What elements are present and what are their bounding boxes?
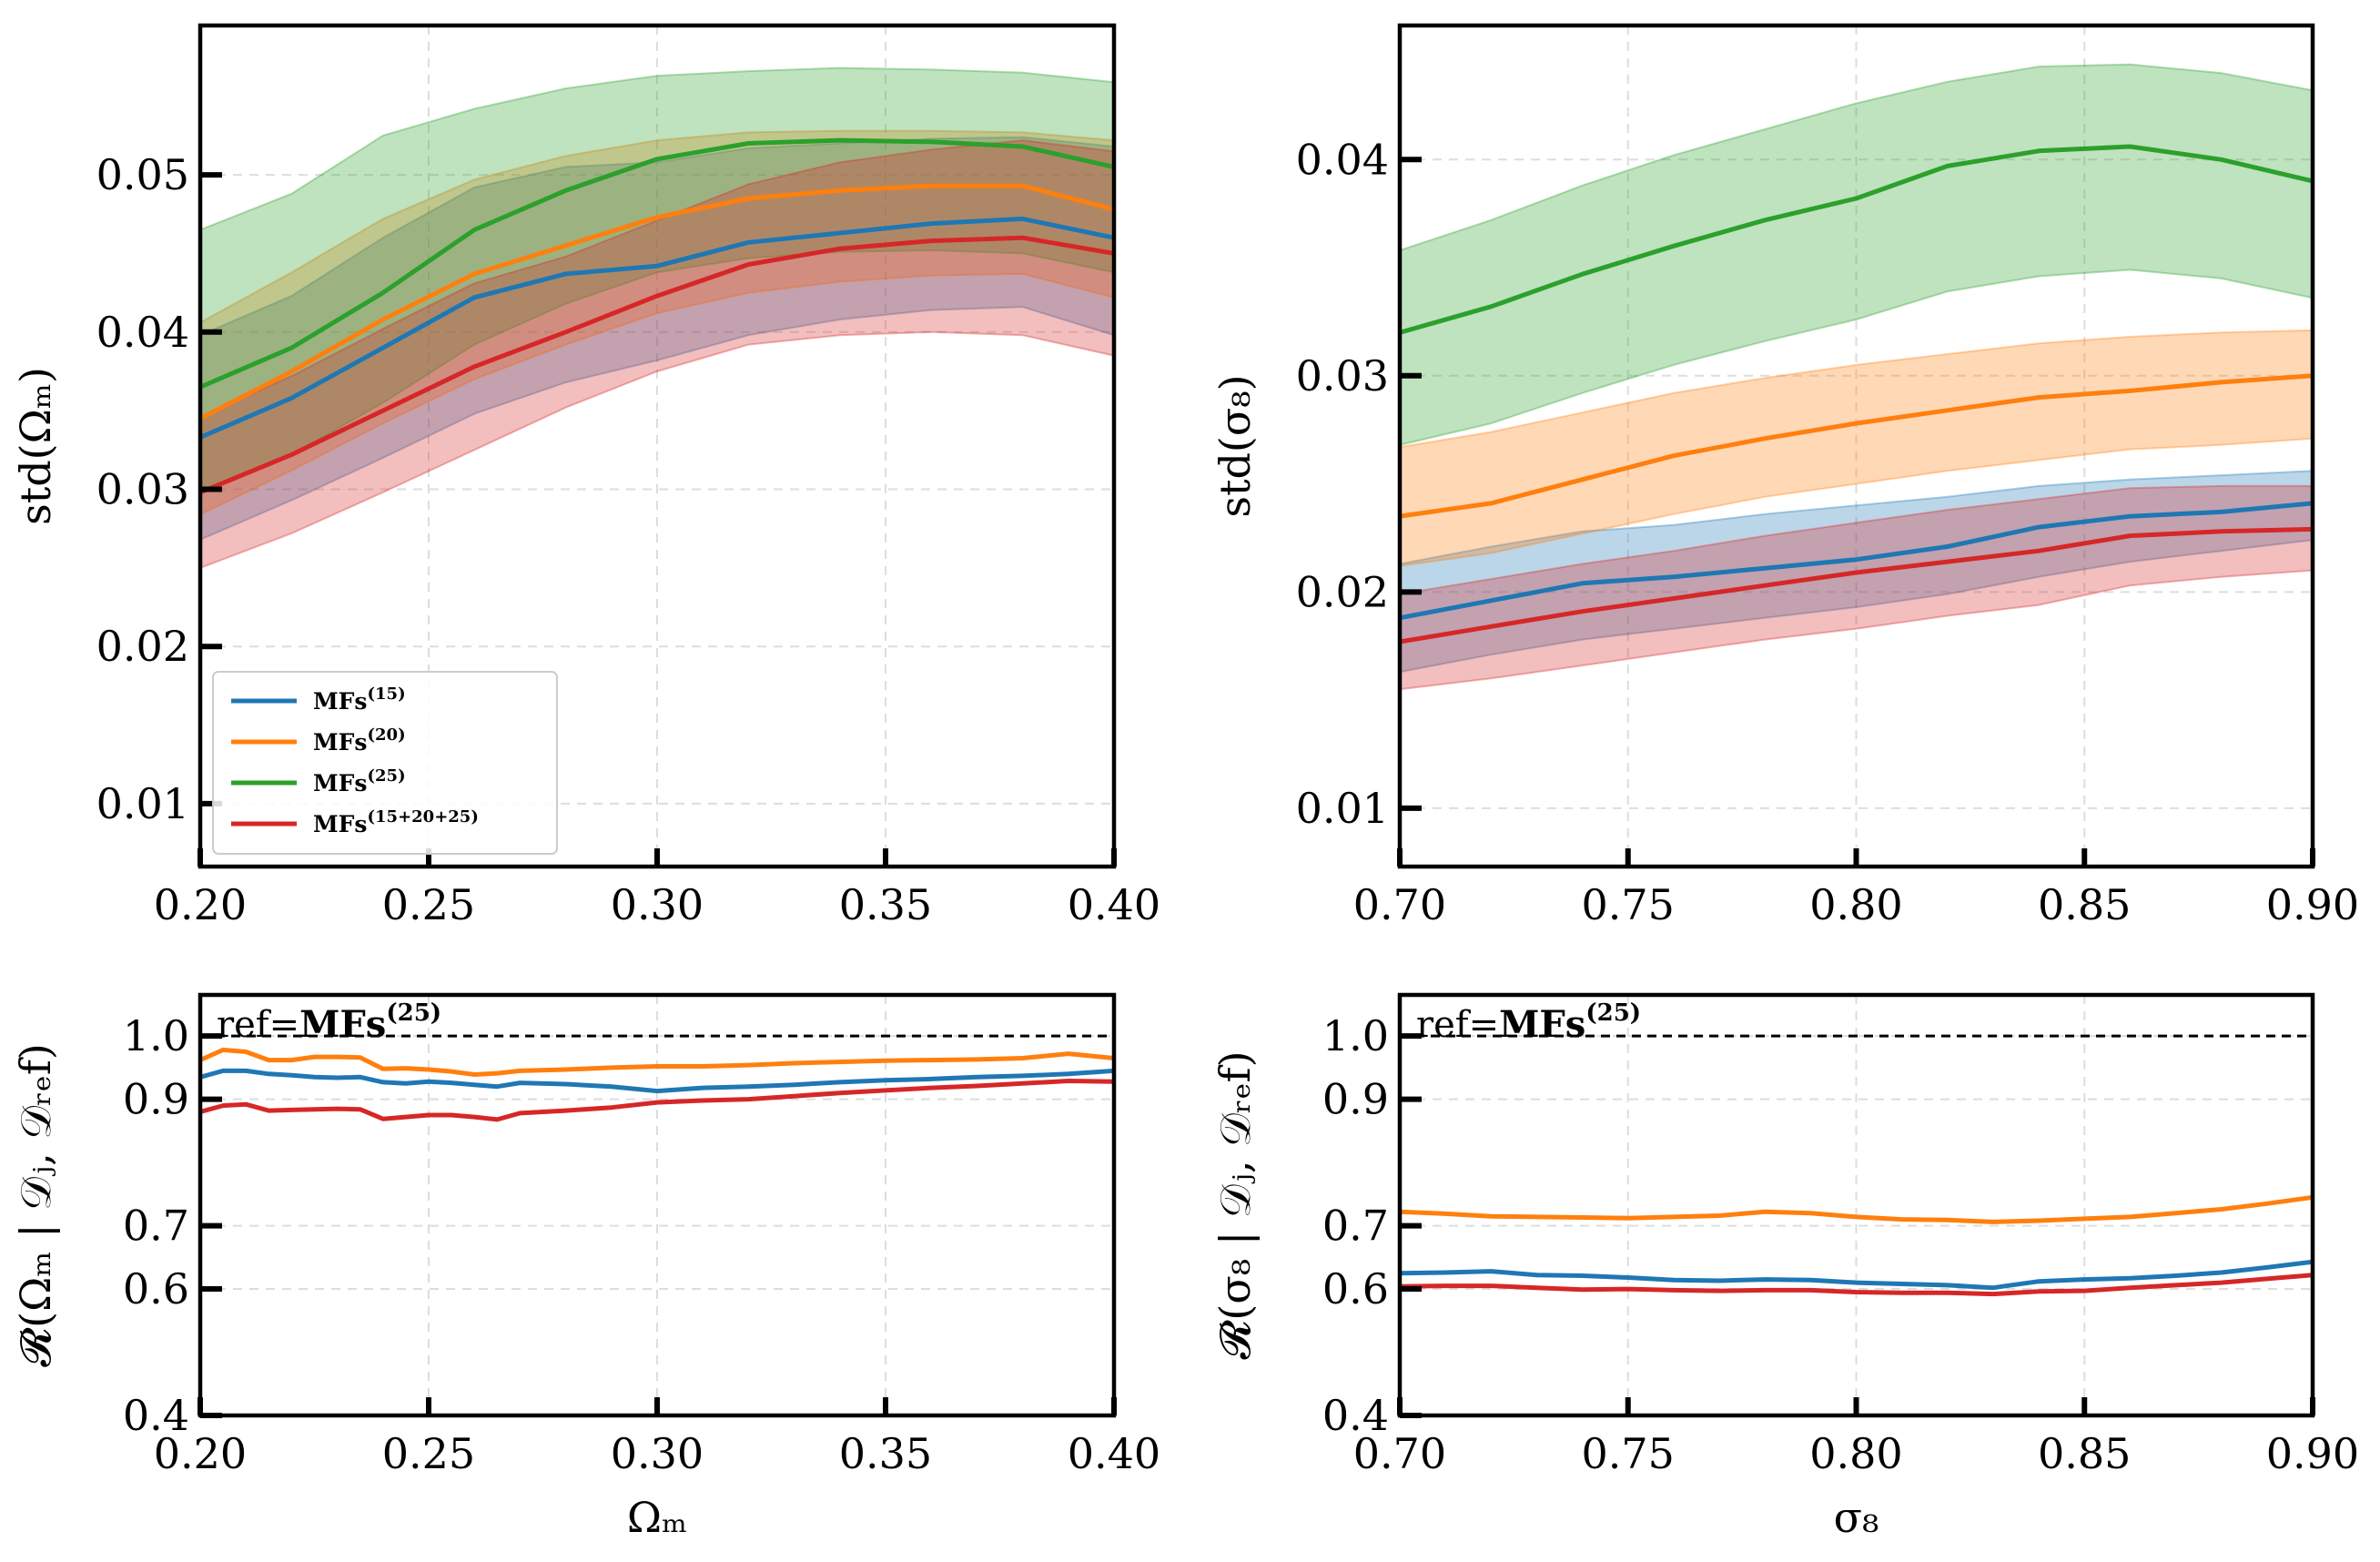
y-tick-label: 0.01 <box>96 779 189 828</box>
x-tick-label: 0.30 <box>611 1429 704 1478</box>
y-tick-label: 0.04 <box>1296 135 1389 184</box>
x-tick-label: 0.20 <box>154 1429 247 1478</box>
legend: MFs(15)MFs(20)MFs(25)MFs(15+20+25) <box>212 671 558 855</box>
x-axis-label: σ₈ <box>1834 1493 1879 1542</box>
x-tick-label: 0.90 <box>2266 880 2359 929</box>
y-tick-label: 0.02 <box>96 622 189 671</box>
series-line-mfs-20 <box>1400 373 2313 519</box>
panel-bottom-right-ratio-sigma8: 0.70 0.75 0.80 0.85 0.90 0.4 0.6 0.7 0.9 1.0 𝓡(σ₈ … <box>1210 992 2359 1542</box>
band-mfs-15 <box>200 136 1114 541</box>
y-tick-label: 0.9 <box>1322 1075 1389 1124</box>
x-tick-label: 0.70 <box>1353 1429 1446 1478</box>
x-tick-label: 0.85 <box>2038 1429 2131 1478</box>
y-tick-label: 1.0 <box>123 1011 189 1060</box>
reference-label: ref=MFs(25) <box>1416 999 1641 1046</box>
x-tick-label: 0.20 <box>154 880 247 929</box>
panel-top-right-std-sigma8: 0.70 0.75 0.80 0.85 0.90 0.01 0.02 0.03 0.04 std(… <box>1210 23 2359 929</box>
y-tick-label: 0.4 <box>123 1391 189 1440</box>
series-line-mfs-15 <box>1400 1259 2313 1291</box>
y-tick-label: 0.6 <box>123 1264 189 1314</box>
band-mfs-25 <box>200 66 1114 493</box>
axes-frame <box>1397 992 2315 1418</box>
x-tick-label: 0.80 <box>1809 1429 1902 1478</box>
x-tick-label: 0.80 <box>1809 880 1902 929</box>
series-line-mfs-15-20-25 <box>1400 526 2313 644</box>
series-line-mfs-25 <box>200 137 1114 390</box>
legend-box <box>212 671 558 855</box>
panel-bottom-left-ratio-omega-m: 0.20 0.25 0.30 0.35 0.40 0.4 0.6 0.7 0.9 1.0 𝓡(Ωₘ … <box>11 992 1160 1542</box>
band-mfs-25 <box>1400 63 2313 446</box>
panel-top-left-std-omega-m: 0.20 0.25 0.30 0.35 0.40 0.01 0.02 0.03 0.04 0.05… <box>11 23 1160 929</box>
y-tick-label: 0.02 <box>1296 567 1389 616</box>
y-axis-label: 𝓡(Ωₘ | 𝒟ⱼ, 𝒟ᵣₑf) <box>11 1043 60 1367</box>
band-mfs-15-20-25 <box>1400 484 2313 691</box>
y-tick-label: 0.4 <box>1322 1391 1389 1440</box>
y-axis-label: 𝓡(σ₈ | 𝒟ⱼ, 𝒟ᵣₑf) <box>1210 1050 1260 1359</box>
band-mfs-20 <box>1400 329 2313 567</box>
series-line-mfs-25 <box>1400 144 2313 335</box>
series-line-mfs-15 <box>1400 501 2313 621</box>
x-axis-label: Ωₘ <box>627 1493 687 1542</box>
x-tick-label: 0.25 <box>382 880 475 929</box>
y-tick-label: 0.01 <box>1296 784 1389 833</box>
y-tick-label: 0.7 <box>1322 1202 1389 1251</box>
y-tick-label: 0.05 <box>96 150 189 199</box>
y-tick-label: 0.9 <box>123 1075 189 1124</box>
y-tick-label: 0.03 <box>96 464 189 513</box>
series-line-mfs-20 <box>200 1047 1114 1077</box>
reference-label: ref=MFs(25) <box>217 999 441 1046</box>
x-tick-label: 0.40 <box>1068 880 1160 929</box>
series-line-mfs-15 <box>200 1068 1114 1094</box>
x-tick-label: 0.30 <box>611 880 704 929</box>
x-tick-label: 0.90 <box>2266 1429 2359 1478</box>
y-tick-label: 0.04 <box>96 308 189 357</box>
y-tick-label: 0.7 <box>123 1202 189 1251</box>
band-mfs-15-20-25 <box>200 139 1114 569</box>
series-line-mfs-15 <box>200 216 1114 440</box>
x-tick-label: 0.85 <box>2038 880 2131 929</box>
series-line-mfs-15-20-25 <box>1400 1273 2313 1297</box>
y-axis-label: std(σ₈) <box>1210 374 1260 517</box>
y-axis-label: std(Ωₘ) <box>11 367 60 525</box>
series-line-mfs-20 <box>200 183 1114 421</box>
x-tick-label: 0.25 <box>382 1429 475 1478</box>
x-tick-label: 0.70 <box>1353 880 1446 929</box>
series-line-mfs-15-20-25 <box>200 1079 1114 1122</box>
x-tick-label: 0.35 <box>839 1429 932 1478</box>
y-tick-label: 0.03 <box>1296 351 1389 401</box>
series-line-mfs-15-20-25 <box>200 235 1114 495</box>
x-tick-label: 0.35 <box>839 880 932 929</box>
x-tick-label: 0.75 <box>1582 1429 1675 1478</box>
x-tick-label: 0.75 <box>1582 880 1675 929</box>
x-tick-label: 0.40 <box>1068 1429 1160 1478</box>
y-tick-label: 1.0 <box>1322 1011 1389 1060</box>
series-line-mfs-20 <box>1400 1194 2313 1224</box>
y-tick-label: 0.6 <box>1322 1264 1389 1314</box>
